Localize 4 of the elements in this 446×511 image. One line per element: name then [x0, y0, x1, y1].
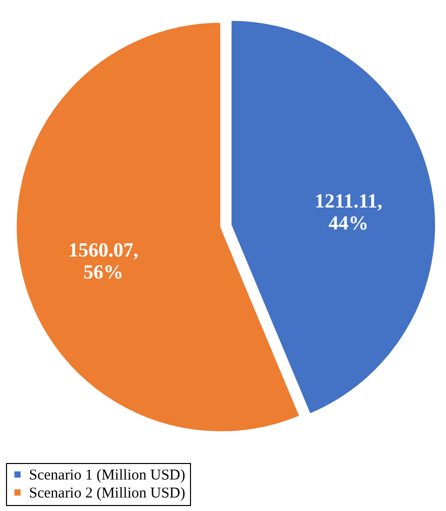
data-label: 1211.11, 44% [314, 190, 382, 234]
legend-label: Scenario 1 (Million USD) [29, 468, 186, 484]
data-label: 1560.07, 56% [68, 240, 138, 284]
legend-label: Scenario 2 (Million USD) [29, 486, 186, 502]
